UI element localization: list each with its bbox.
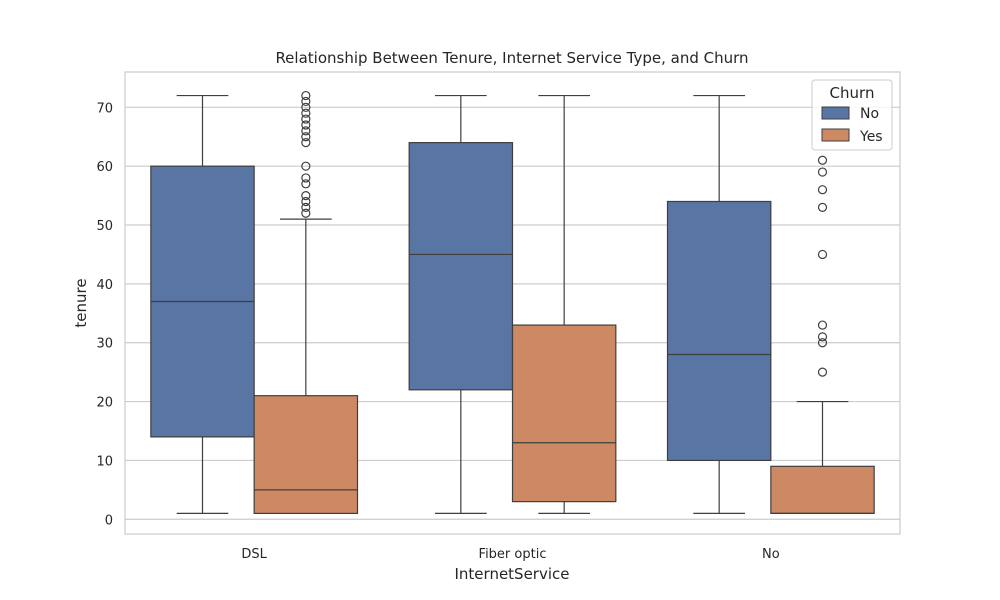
outlier-point [817,185,828,195]
x-tick-label: Fiber optic [479,547,547,562]
outlier-point [301,102,311,112]
outlier-point [301,161,311,171]
y-tick-label: 70 [96,101,113,116]
outlier-point [817,167,828,177]
outlier-point [301,90,311,101]
marks-layer [150,90,875,515]
y-tick-label: 0 [105,513,113,528]
outlier-point [301,190,311,201]
y-tick-label: 30 [96,337,113,352]
box-yes-fiber-optic [511,94,617,515]
legend: Churn No Yes [811,79,893,151]
y-tick-label: 40 [96,278,113,293]
outlier-point [301,108,311,118]
outlier-point [301,114,311,124]
legend-title: Churn [830,84,875,102]
outlier-point [301,120,311,130]
legend-label-yes: Yes [859,129,883,145]
legend-label-no: No [860,106,879,122]
x-tick-label: DSL [241,547,267,562]
x-axis-label: InternetService [455,565,570,583]
outlier-point [301,202,311,212]
y-tick-label: 10 [96,454,113,469]
iqr-box [511,324,617,503]
legend-swatch-yes [821,128,850,142]
box-no-no [666,94,772,515]
axis-layer: 0 10 20 30 40 50 60 70 DSL Fiber optic No [96,101,779,562]
outlier-point [817,367,828,377]
outlier-point [301,196,311,207]
legend-swatch-no [821,106,850,120]
outlier-point [817,202,828,212]
iqr-box [770,465,875,515]
y-axis-label: tenure [72,278,90,327]
y-tick-label: 20 [96,396,113,411]
x-tick-label: No [762,547,780,562]
box-no-dsl [150,94,255,515]
outlier-point [301,208,311,218]
y-tick-label: 60 [96,160,113,175]
outlier-point [301,138,311,148]
iqr-box [666,200,772,462]
outlier-point [301,96,311,107]
outlier-point [817,249,828,260]
iqr-box [253,395,359,515]
outlier-point [817,320,828,330]
outlier-point [817,338,828,348]
box-yes-dsl [253,90,359,515]
outlier-point [817,155,828,165]
chart-title: Relationship Between Tenure, Internet Se… [275,49,748,67]
y-tick-label: 50 [96,219,113,234]
outlier-point [301,126,311,136]
box-yes-no [770,155,875,515]
outlier-point [301,173,311,183]
outlier-point [301,179,311,189]
iqr-box [408,142,514,391]
outlier-point [301,132,311,142]
plot-frame [124,71,901,535]
outlier-point [817,332,828,342]
box-no-fiber-optic [408,94,514,515]
